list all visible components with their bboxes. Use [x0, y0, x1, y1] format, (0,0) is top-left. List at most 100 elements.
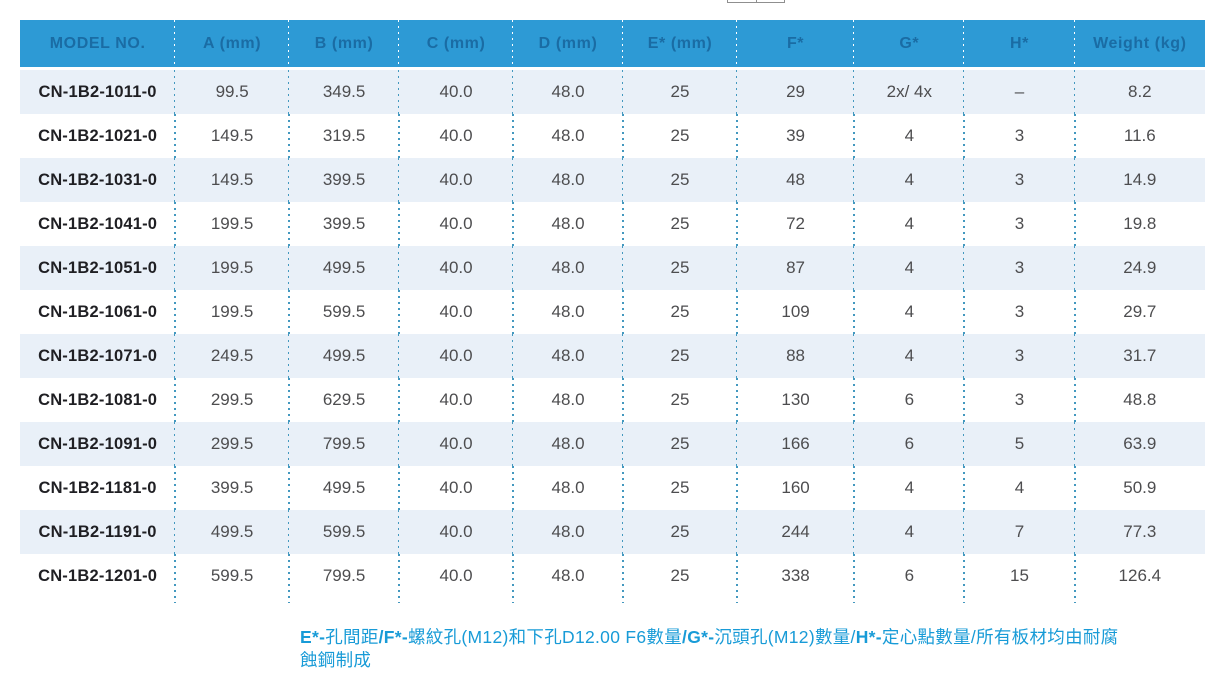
value-cell: 3 — [964, 114, 1076, 158]
value-cell: 3 — [964, 202, 1076, 246]
value-cell: 15 — [964, 554, 1076, 603]
value-cell: 25 — [623, 202, 738, 246]
table-row: CN-1B2-1051-0 199.5 499.5 40.0 48.0 25 87 4 3 24.… — [20, 246, 1205, 290]
value-cell: 399.5 — [288, 158, 401, 202]
value-cell: 48.0 — [513, 114, 625, 158]
value-cell: 199.5 — [175, 246, 290, 290]
column-header-b-mm: B (mm) — [288, 20, 401, 70]
value-cell: 19.8 — [1123, 214, 1157, 233]
value-cell: 48.0 — [512, 158, 625, 202]
spec-table-header: MODEL NO. A (mm) B (mm) C (mm) D (mm) E*… — [20, 20, 1205, 70]
value-cell: 25 — [623, 510, 738, 554]
model-no-cell: CN-1B2-1041-0 — [20, 202, 177, 246]
column-header-c-mm: C (mm) — [399, 20, 514, 70]
table-row: CN-1B2-1041-0 199.5 399.5 40.0 48.0 25 72 4 3 19.… — [20, 202, 1205, 246]
footnote-label: E*- — [300, 627, 326, 647]
value-cell: 25 — [623, 466, 738, 510]
value-cell: 7 — [964, 510, 1076, 554]
value-cell: 4 — [854, 246, 966, 290]
value-cell: 799.5 — [289, 554, 401, 603]
value-cell: 4 — [854, 510, 966, 554]
value-cell: 349.5 — [288, 70, 401, 114]
value-cell: 499.5 — [175, 510, 290, 554]
value-cell: 48.0 — [512, 70, 625, 114]
value-cell: 4 — [854, 158, 966, 202]
value-cell: 4 — [854, 202, 966, 246]
value-cell: 249.5 — [175, 334, 290, 378]
value-cell: 87 — [736, 246, 856, 290]
value-cell: 6 — [854, 554, 966, 603]
value-cell: 599.5 — [175, 554, 290, 603]
value-cell: 3 — [964, 378, 1076, 422]
spec-table: MODEL NO. A (mm) B (mm) C (mm) D (mm) E*… — [20, 20, 1205, 603]
value-cell: 77.3 — [1074, 510, 1205, 554]
value-cell: 48.0 — [512, 510, 625, 554]
value-cell: 599.5 — [289, 290, 401, 334]
value-cell: 88 — [736, 334, 856, 378]
value-cell: 338 — [737, 554, 856, 603]
spec-table-body: CN-1B2-1011-0 99.5 349.5 40.0 48.0 25 29 2x/ 4x… — [20, 70, 1205, 603]
column-header-d-mm: D (mm) — [512, 20, 625, 70]
value-cell: 63.9 — [1074, 422, 1205, 466]
value-cell: 40.0 — [399, 510, 514, 554]
value-cell: 48.0 — [512, 334, 625, 378]
value-cell: 25 — [623, 246, 738, 290]
value-cell: 25 — [623, 554, 738, 603]
column-header-f: F* — [736, 20, 856, 70]
value-cell: 3 — [964, 158, 1076, 202]
value-cell: 25 — [623, 158, 738, 202]
value-cell: 499.5 — [288, 246, 401, 290]
value-cell: 48.0 — [512, 246, 625, 290]
column-header-e-mm: E* (mm) — [623, 20, 738, 70]
footnote-text: 孔間距 — [325, 627, 379, 647]
value-cell: 48.0 — [513, 378, 625, 422]
model-no-cell: CN-1B2-1051-0 — [20, 246, 177, 290]
value-cell: 130 — [737, 378, 856, 422]
footnote: E*-孔間距/F*-螺紋孔(M12)和下孔D12.00 F6數量/G*-沉頭孔(… — [300, 626, 1135, 672]
value-cell: 6 — [854, 422, 966, 466]
footnote-text: / — [850, 627, 856, 647]
model-no-cell: CN-1B2-1031-0 — [20, 158, 177, 202]
value-cell: 40.0 — [399, 290, 514, 334]
table-row: CN-1B2-1011-0 99.5 349.5 40.0 48.0 25 29 2x/ 4x… — [20, 70, 1205, 114]
value-cell: – — [964, 70, 1076, 114]
value-cell: 399.5 — [289, 202, 401, 246]
value-cell: 629.5 — [289, 378, 401, 422]
table-row: CN-1B2-1081-0 299.5 629.5 40.0 48.0 25 130 6 3 48… — [20, 378, 1205, 422]
cropped-table-fragment — [727, 0, 785, 3]
value-cell: 599.5 — [288, 510, 401, 554]
value-cell: 109 — [737, 290, 856, 334]
column-header-h: H* — [964, 20, 1076, 70]
table-row: CN-1B2-1181-0 399.5 499.5 40.0 48.0 25 160 4 4 50… — [20, 466, 1205, 510]
model-no-cell: CN-1B2-1081-0 — [20, 378, 177, 422]
table-row: CN-1B2-1071-0 249.5 499.5 40.0 48.0 25 88 4 3 31.… — [20, 334, 1205, 378]
value-cell: 499.5 — [288, 334, 401, 378]
table-row: CN-1B2-1191-0 499.5 599.5 40.0 48.0 25 244 4 7 77… — [20, 510, 1205, 554]
model-no-cell: CN-1B2-1071-0 — [20, 334, 177, 378]
value-cell: 24.9 — [1074, 246, 1205, 290]
value-cell: 299.5 — [175, 422, 290, 466]
footnote-label: H*- — [855, 627, 882, 647]
value-cell: 29 — [736, 70, 856, 114]
value-cell: 166 — [736, 422, 856, 466]
value-cell: 48.0 — [513, 202, 625, 246]
value-cell: 50.9 — [1123, 478, 1157, 497]
header-row: MODEL NO. A (mm) B (mm) C (mm) D (mm) E*… — [20, 20, 1205, 70]
value-cell: 25 — [623, 378, 738, 422]
model-no-cell: CN-1B2-1061-0 — [20, 290, 177, 334]
footnote-text: 沉頭孔(M12)數量 — [714, 627, 851, 647]
value-cell: 25 — [623, 70, 738, 114]
column-header-weight: Weight (kg) — [1074, 20, 1205, 70]
value-cell: 72 — [737, 202, 856, 246]
table-row: CN-1B2-1061-0 199.5 599.5 40.0 48.0 25 109 4 3 29… — [20, 290, 1205, 334]
value-cell: 40.0 — [399, 334, 514, 378]
model-no-cell: CN-1B2-1201-0 — [20, 554, 177, 603]
value-cell: 6 — [854, 378, 966, 422]
value-cell: 5 — [964, 422, 1076, 466]
value-cell: 31.7 — [1074, 334, 1205, 378]
model-no-cell: CN-1B2-1181-0 — [20, 466, 177, 510]
footnote-label: /G*- — [682, 627, 715, 647]
value-cell: 40.0 — [399, 378, 514, 422]
value-cell: 4 — [854, 466, 966, 510]
value-cell: 8.2 — [1074, 70, 1205, 114]
